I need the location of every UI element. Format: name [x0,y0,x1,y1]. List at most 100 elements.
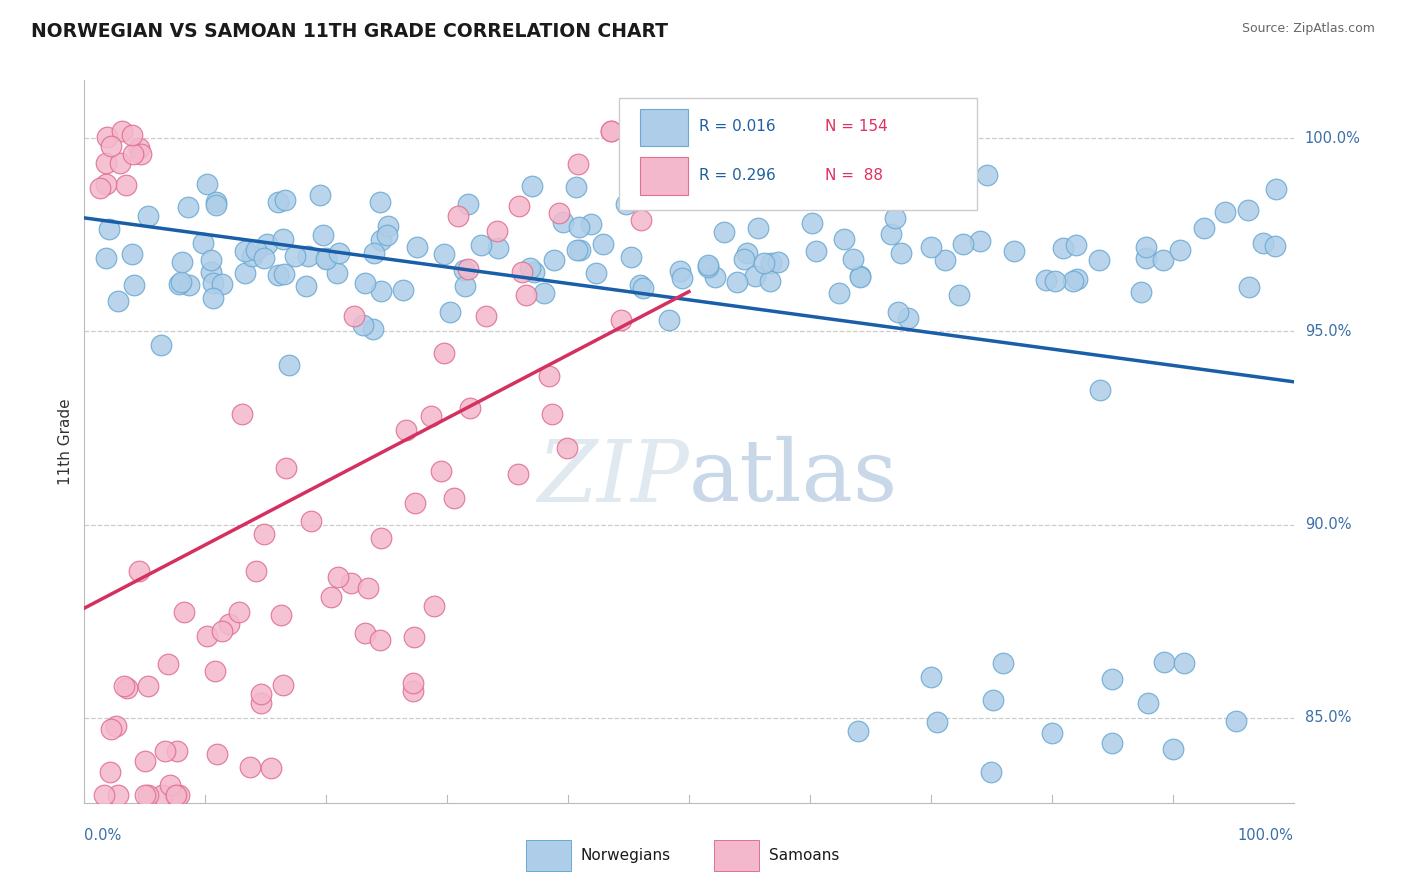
Point [890,246,912,260]
Point [368,633,391,648]
Point [669,264,692,278]
Point [89,181,111,195]
Point [446,209,468,223]
Text: Norwegians: Norwegians [581,848,671,863]
Point [122,147,145,161]
Point [759,275,782,289]
Point [231,407,253,421]
Point [759,172,782,186]
Point [165,788,187,802]
Point [567,157,589,171]
Point [270,607,292,622]
Point [980,764,1002,779]
Point [173,605,195,619]
Point [1192,220,1215,235]
Point [520,179,543,194]
Point [631,281,654,295]
Point [759,256,782,270]
Point [725,275,748,289]
Point [100,722,122,736]
Point [96,130,118,145]
Point [370,233,392,247]
Point [1168,244,1191,258]
Point [100,138,122,153]
Point [235,266,257,280]
Point [121,128,143,142]
Point [1225,714,1247,729]
Point [1135,251,1157,265]
Point [1237,203,1260,218]
Point [567,243,589,257]
Point [510,265,533,279]
Point [207,747,229,761]
Point [167,788,190,802]
Point [159,778,181,792]
Point [402,676,425,690]
Point [134,755,156,769]
Point [475,309,498,323]
Point [204,665,226,679]
Point [599,123,621,137]
Point [315,252,337,266]
Point [969,234,991,248]
Point [233,244,256,259]
Point [253,527,276,541]
Point [697,258,720,272]
Text: N =  88: N = 88 [825,168,883,183]
Point [920,670,942,684]
Point [129,147,152,161]
Y-axis label: 11th Grade: 11th Grade [58,398,73,485]
Point [1040,726,1063,740]
Point [429,464,451,478]
Point [354,276,377,290]
Point [353,625,375,640]
Point [245,564,267,578]
Point [897,311,920,326]
Text: 100.0%: 100.0% [1237,828,1294,843]
Point [551,215,574,229]
Point [205,198,228,212]
Point [1265,182,1288,196]
Point [228,605,250,619]
Point [599,123,621,137]
Point [252,251,274,265]
Point [200,252,222,267]
Point [486,241,509,255]
Point [97,221,120,235]
Text: 0.0%: 0.0% [84,828,121,843]
Point [299,514,322,528]
Point [165,788,187,802]
Point [256,236,278,251]
Point [363,246,385,260]
Point [128,141,150,155]
Point [579,217,602,231]
Point [519,261,541,276]
Point [239,760,262,774]
Point [93,788,115,802]
Point [541,407,564,421]
Point [343,310,366,324]
Point [470,237,492,252]
Point [402,630,425,644]
Point [149,338,172,352]
Point [628,278,651,293]
Point [94,178,117,192]
Point [568,243,591,257]
Point [628,123,651,137]
Point [352,318,374,333]
Point [134,788,156,802]
Point [564,180,586,194]
Point [1052,241,1074,255]
Point [115,681,138,695]
Point [98,764,121,779]
Point [326,570,349,584]
Point [948,288,970,302]
Point [273,193,295,207]
Point [634,162,657,177]
Point [96,251,118,265]
Point [108,155,131,169]
Text: R = 0.016: R = 0.016 [699,120,775,135]
Point [167,277,190,292]
Point [1062,274,1084,288]
Point [568,219,591,234]
